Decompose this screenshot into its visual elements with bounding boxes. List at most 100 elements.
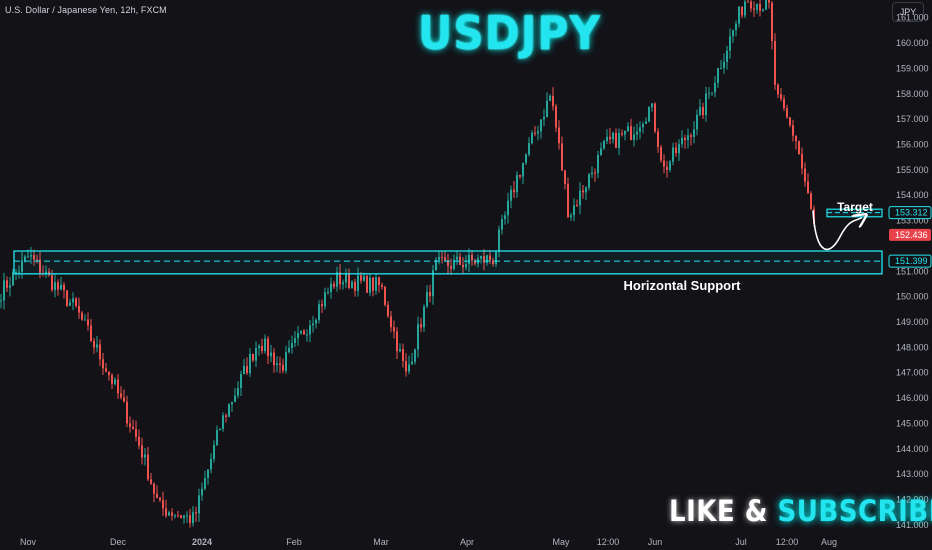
candle — [288, 340, 290, 354]
candle — [801, 147, 803, 175]
candle — [681, 130, 683, 148]
candle — [405, 353, 407, 377]
currency-button[interactable]: JPY — [892, 2, 924, 22]
candle — [303, 329, 305, 335]
candle — [438, 250, 440, 265]
candle — [510, 185, 512, 209]
candle — [135, 420, 137, 442]
candle — [486, 254, 488, 266]
support-price-tag: 151.399 — [888, 254, 932, 268]
candle — [168, 510, 170, 516]
candle — [771, 1, 773, 50]
candle — [159, 497, 161, 503]
candle — [66, 290, 68, 308]
candle — [672, 142, 674, 166]
cta-like: LIKE & — [669, 494, 778, 528]
candle — [531, 130, 533, 145]
candle — [789, 117, 791, 128]
candle — [69, 298, 71, 307]
candle — [483, 249, 485, 271]
candle — [315, 318, 317, 329]
current-price-tag: 152.436 — [889, 228, 931, 241]
candle — [123, 389, 125, 403]
candle — [198, 488, 200, 522]
projection-arrow — [812, 210, 862, 251]
candle — [381, 282, 383, 290]
candle — [189, 508, 191, 528]
candle — [357, 267, 359, 297]
candle — [78, 297, 80, 319]
candle — [627, 122, 629, 133]
candle — [573, 198, 575, 222]
candle — [618, 128, 620, 156]
price-tick-label: 145.000 — [896, 418, 929, 428]
candle — [153, 482, 155, 503]
candle — [609, 127, 611, 145]
price-tick-label: 150.000 — [896, 292, 929, 302]
candle — [516, 171, 518, 198]
candle — [603, 139, 605, 151]
candle — [423, 304, 425, 333]
candle — [492, 257, 494, 267]
candle — [114, 377, 116, 386]
candle — [756, 3, 758, 14]
candle — [348, 268, 350, 290]
candle — [186, 511, 188, 523]
candle — [258, 343, 260, 356]
candle — [93, 338, 95, 354]
candle — [318, 300, 320, 324]
candle — [552, 87, 554, 111]
candle — [546, 92, 548, 118]
candle — [504, 211, 506, 225]
candle — [732, 29, 734, 44]
candle — [543, 108, 545, 127]
candle — [624, 130, 626, 141]
candle — [693, 121, 695, 144]
candle — [264, 334, 266, 354]
candle — [633, 126, 635, 147]
candle — [327, 287, 329, 295]
candle — [642, 121, 644, 134]
candle — [684, 134, 686, 149]
candle — [354, 278, 356, 297]
candle — [336, 266, 338, 292]
candle — [372, 276, 374, 297]
candle — [708, 87, 710, 100]
candle — [729, 28, 731, 59]
candle — [594, 168, 596, 182]
candle — [210, 453, 212, 474]
candle — [75, 296, 77, 308]
candle — [108, 371, 110, 381]
candle — [375, 273, 377, 295]
candle — [129, 416, 131, 433]
candle — [750, 0, 752, 13]
candle — [117, 373, 119, 399]
candle — [558, 120, 560, 150]
candle — [120, 386, 122, 400]
candle — [639, 121, 641, 140]
candle — [30, 246, 32, 264]
time-tick-label: Nov — [20, 537, 37, 547]
candle — [564, 169, 566, 190]
candle — [630, 118, 632, 141]
candle — [501, 214, 503, 235]
candle — [243, 359, 245, 375]
candle — [456, 251, 458, 265]
price-tick-label: 158.000 — [896, 89, 929, 99]
candle — [324, 287, 326, 310]
candle — [246, 357, 248, 375]
candle — [549, 94, 551, 102]
candle — [666, 160, 668, 178]
candle — [600, 142, 602, 156]
candle — [351, 279, 353, 289]
price-tick-label: 154.000 — [896, 190, 929, 200]
candle — [399, 343, 401, 353]
candle — [534, 125, 536, 137]
candle — [177, 511, 179, 518]
price-tick-label: 156.000 — [896, 140, 929, 150]
candle — [261, 338, 263, 354]
candle — [0, 293, 2, 309]
candle — [795, 135, 797, 150]
candle — [636, 123, 638, 141]
